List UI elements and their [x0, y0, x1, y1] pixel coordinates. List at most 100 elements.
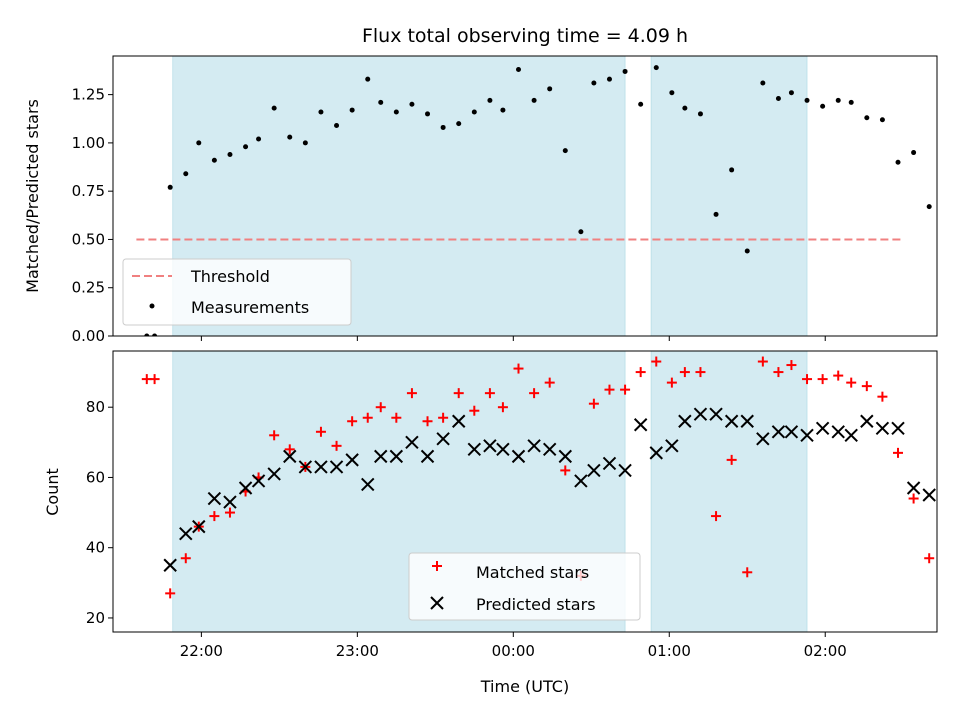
matched-star-point [165, 588, 176, 599]
measurement-point [144, 333, 150, 336]
measurement-point [487, 97, 493, 103]
predicted-star-point [267, 467, 281, 481]
matched-star-point [666, 377, 677, 388]
x-tick-label: 00:00 [492, 642, 535, 660]
matched-star-point [315, 426, 326, 437]
matched-star-point [908, 493, 919, 504]
top-axes-frame [112, 55, 938, 337]
predicted-star-point [784, 425, 799, 439]
matched-star-point [604, 384, 615, 395]
x-tick-label: 02:00 [804, 642, 847, 660]
predicted-star-point [860, 414, 874, 428]
measurement-point [697, 111, 703, 117]
x-tick-label: 23:00 [336, 642, 379, 660]
top-y-tick-label: 1.00 [72, 134, 105, 152]
bottom-y-tick-label: 80 [86, 398, 105, 416]
measurement-point [744, 248, 750, 254]
measurement-point [196, 140, 202, 146]
legend-measurements-marker [149, 303, 155, 309]
chart-title: Flux total observing time = 4.09 h [362, 25, 688, 47]
top-plot-area [136, 65, 932, 336]
measurement-point [606, 76, 612, 82]
measurement-point [729, 167, 735, 173]
measurement-point [183, 171, 189, 177]
bottom-ticks: 20 40 60 80 22:00 23:00 00:00 01:00 02:00 [86, 398, 847, 660]
measurement-point [302, 140, 308, 146]
predicted-star-point [740, 414, 754, 428]
measurement-point [879, 117, 885, 123]
predicted-star-point [251, 474, 266, 488]
predicted-star-point [314, 460, 328, 474]
x-tick-label: 22:00 [180, 642, 223, 660]
predicted-star-point [618, 463, 632, 478]
top-y-tick-label: 0.50 [72, 230, 105, 248]
predicted-star-point [709, 407, 723, 421]
matched-star-point [331, 440, 342, 451]
measurement-point [760, 80, 766, 86]
matched-star-point [924, 553, 935, 564]
shaded-interval [650, 56, 808, 336]
matched-star-point [513, 363, 524, 374]
matched-star-point [347, 416, 358, 427]
bottom-axes-frame [112, 350, 938, 633]
matched-star-point [149, 374, 160, 385]
predicted-star-point [831, 425, 845, 439]
top-legend: Threshold Measurements [122, 258, 352, 326]
matched-star-point [877, 391, 888, 402]
matched-star-point [802, 374, 813, 385]
predicted-star-point [345, 453, 359, 467]
measurement-point [775, 95, 781, 101]
measurement-point [378, 99, 384, 105]
measurement-point [713, 211, 719, 217]
measurement-point [365, 76, 371, 82]
predicted-star-point [527, 439, 541, 453]
measurement-point [562, 148, 568, 154]
measurement-point [911, 150, 917, 156]
top-y-tick-label: 0.25 [72, 279, 105, 297]
bottom-legend-box [408, 552, 641, 621]
matched-star-point [651, 356, 662, 367]
matched-star-point [484, 388, 495, 399]
measurement-point [227, 151, 233, 157]
predicted-star-point [436, 432, 450, 446]
predicted-star-point [922, 488, 936, 502]
matched-star-point [469, 405, 480, 416]
matched-star-point [742, 567, 753, 578]
bottom-legend: Matched stars Predicted stars [408, 552, 641, 621]
matched-star-point [786, 360, 797, 371]
measurement-point [349, 107, 355, 113]
matched-star-point [861, 381, 872, 392]
measurement-point [318, 109, 324, 115]
predicted-star-point [238, 481, 253, 495]
measurement-point [471, 109, 477, 115]
legend-measurements-label: Measurements [191, 298, 309, 317]
measurement-point [211, 157, 217, 163]
matched-star-point [940, 571, 950, 581]
measurement-point [653, 65, 659, 71]
matched-star-point [422, 416, 433, 427]
matched-star-point [620, 384, 631, 395]
predicted-star-point [756, 432, 770, 446]
matched-star-point [711, 511, 722, 522]
bottom-y-axis-label: Count [43, 468, 62, 516]
matched-star-point [846, 377, 857, 388]
legend-matched-marker [432, 561, 442, 571]
predicted-star-point [587, 463, 601, 478]
predicted-star-point [633, 418, 648, 432]
predicted-star-point [298, 460, 313, 474]
matched-star-point [497, 402, 508, 413]
measurement-point [804, 97, 810, 103]
predicted-star-point [179, 526, 193, 541]
predicted-star-point [496, 442, 510, 457]
matched-star-point [773, 367, 784, 378]
bottom-y-tick-label: 60 [86, 468, 105, 486]
matched-star-point [209, 511, 220, 522]
legend-matched-label: Matched stars [476, 563, 589, 582]
measurement-point [516, 67, 522, 73]
matched-star-point [529, 388, 540, 399]
predicted-star-point [405, 435, 419, 450]
predicted-star-point [452, 414, 466, 428]
bottom-y-tick-label: 40 [86, 539, 105, 557]
predicted-star-point [678, 414, 692, 428]
measurement-point [848, 99, 854, 105]
